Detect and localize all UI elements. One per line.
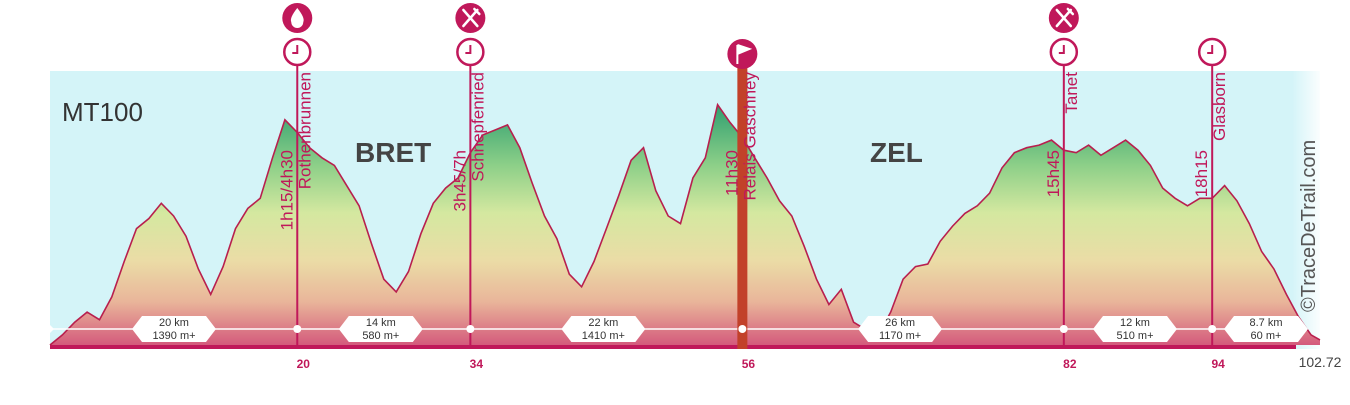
flag-marker [727, 39, 758, 69]
clock-icon [1058, 45, 1065, 54]
checkpoint-dot [1059, 325, 1068, 333]
water-drop-icon [290, 8, 304, 29]
fork-knife-icon [462, 7, 481, 28]
checkpoint-name: Tanet [1062, 72, 1081, 114]
segment-gain: 510 m+ [1117, 330, 1154, 342]
chart-title: MT100 [62, 97, 143, 127]
checkpoint-time: 15h45 [1044, 150, 1063, 197]
region-label-bret: BRET [355, 137, 431, 168]
watermark: ©TraceDeTrail.com [1298, 140, 1320, 312]
segment-badge [561, 316, 646, 342]
segment-distance: 8.7 km [1249, 317, 1282, 329]
segment-badge [338, 316, 423, 342]
checkpoint-time: 11h30 [722, 150, 741, 196]
segment-distance: 22 km [588, 317, 618, 329]
ground-strip [50, 345, 1296, 349]
region-label-zel: ZEL [870, 137, 923, 168]
flag-icon [736, 44, 753, 64]
clock-icon [465, 45, 472, 54]
start-dot [46, 325, 54, 333]
checkpoint-dot [738, 325, 747, 333]
x-tick-label: 20 [297, 357, 311, 371]
segment-distance: 20 km [159, 317, 189, 329]
checkpoint-name: Rothenbrunnen [295, 72, 314, 189]
checkpoint-name: Glasborn [1210, 72, 1229, 141]
checkpoint-dot [293, 325, 302, 333]
segment-distance: 26 km [885, 317, 915, 329]
segment-badge [132, 316, 216, 342]
segment-gain: 1410 m+ [582, 330, 625, 342]
checkpoint-dot [1208, 325, 1217, 333]
elevation-area [50, 104, 1320, 345]
fork-knife-icon [1055, 7, 1075, 28]
checkpoint-dot [466, 325, 475, 333]
x-tick-label: 34 [470, 357, 484, 371]
segment-gain: 60 m+ [1251, 330, 1282, 342]
checkpoint-time: 3h45/7h [450, 150, 469, 211]
checkpoint-bar-major [737, 60, 748, 349]
elevation-line [49, 102, 1321, 346]
segment-badge [1224, 316, 1308, 342]
segment-distance: 14 km [366, 317, 396, 329]
x-end-label: 102.72 [1299, 354, 1342, 370]
x-tick-label: 82 [1063, 357, 1077, 371]
segment-distance: 12 km [1120, 317, 1150, 329]
right-fade [1292, 71, 1320, 349]
checkpoint-time: 1h15/4h30 [277, 150, 296, 230]
checkpoint-time: 18h15 [1192, 150, 1211, 197]
segment-gain: 580 m+ [362, 330, 399, 342]
x-tick-label: 56 [742, 357, 756, 371]
segment-gain: 1390 m+ [152, 330, 195, 342]
x-tick-label: 94 [1212, 357, 1226, 371]
clock-icon [1207, 45, 1214, 54]
segment-badge [1093, 316, 1178, 342]
segment-badge [858, 316, 943, 342]
segment-gain: 1170 m+ [879, 330, 921, 342]
checkpoint-name: Schnepfenried [468, 72, 487, 182]
clock-icon [292, 45, 299, 54]
profile-layer [49, 102, 1321, 349]
checkpoint-name: Relais Gaschney [740, 72, 759, 201]
